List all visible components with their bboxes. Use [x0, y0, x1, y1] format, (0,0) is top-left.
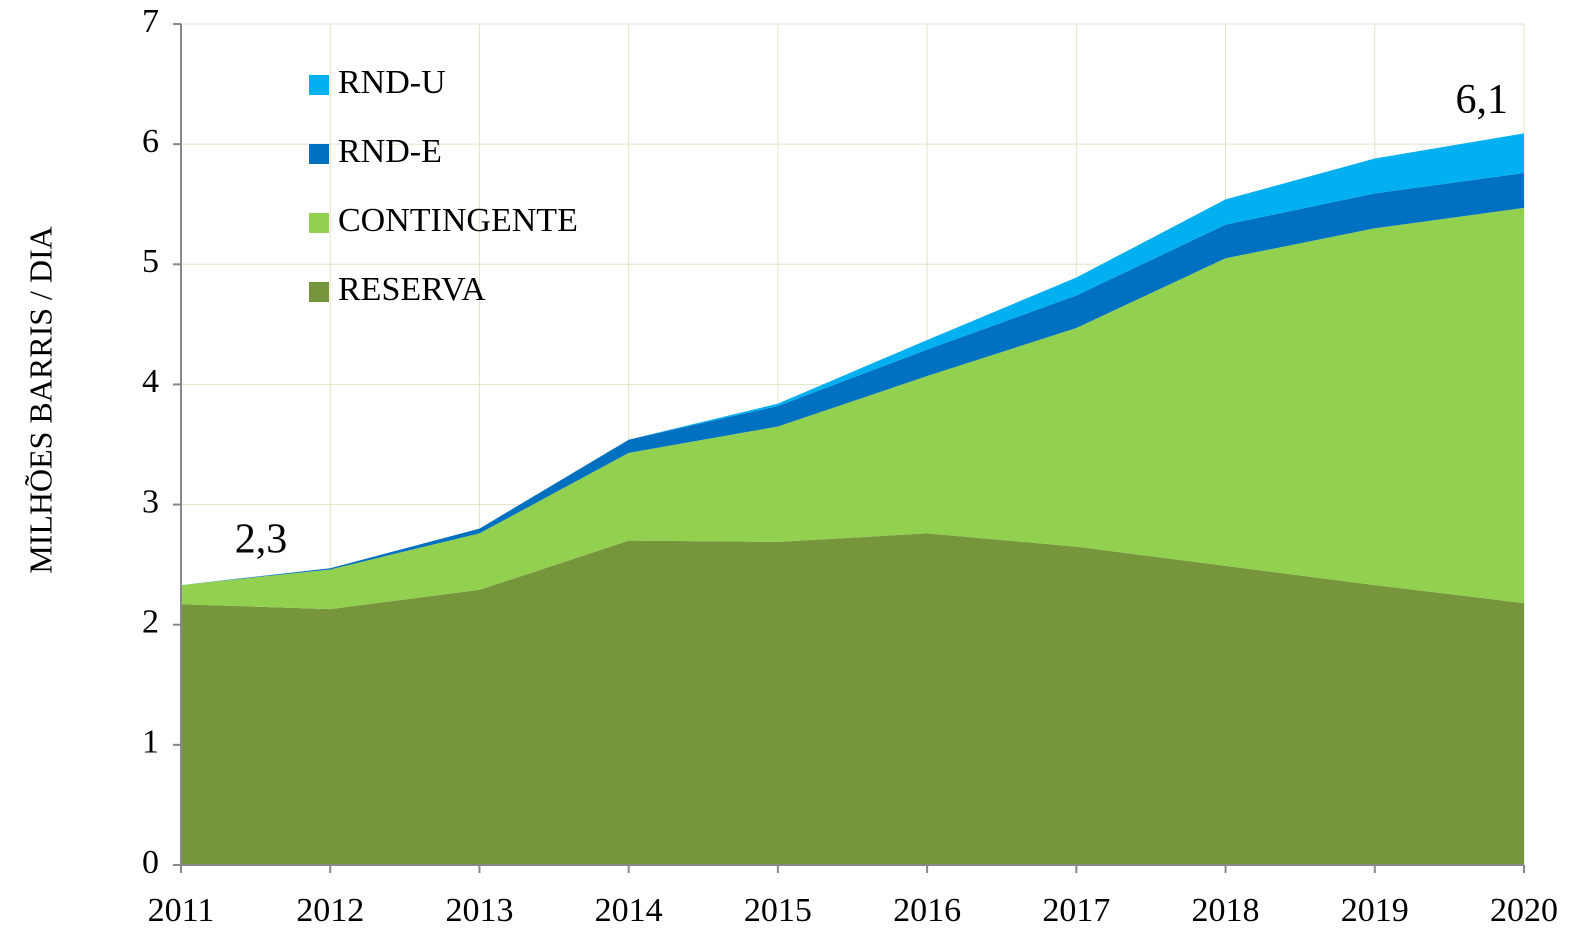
y-tick-label: 0	[142, 844, 159, 881]
annotation: 6,1	[1456, 77, 1509, 123]
x-tick-label: 2015	[744, 892, 812, 929]
annotation: 2,3	[235, 517, 288, 563]
legend-label: RND-U	[338, 64, 446, 101]
x-tick-label: 2016	[893, 892, 961, 929]
area	[181, 207, 1524, 610]
area	[181, 533, 1524, 865]
x-tick-label: 2012	[296, 892, 364, 929]
legend-label: CONTINGENTE	[338, 202, 578, 239]
x-tick-label: 2018	[1192, 892, 1260, 929]
legend-swatch	[309, 213, 329, 233]
y-tick-label: 4	[142, 363, 159, 400]
y-tick-label: 7	[142, 3, 159, 40]
area	[181, 133, 1524, 586]
x-tick-label: 2019	[1341, 892, 1409, 929]
x-tick-label: 2020	[1490, 892, 1558, 929]
legend-label: RND-E	[338, 133, 442, 170]
area	[181, 172, 1524, 586]
x-tick-label: 2011	[148, 892, 215, 929]
y-tick-label: 5	[142, 243, 159, 280]
legend-label: RESERVA	[338, 271, 486, 308]
x-tick-label: 2014	[595, 892, 663, 929]
x-tick-label: 2017	[1042, 892, 1110, 929]
y-tick-label: 2	[142, 604, 159, 641]
y-tick-label: 6	[142, 123, 159, 160]
y-axis-label: MILHÕES BARRIS / DIA	[22, 226, 58, 574]
y-tick-label: 3	[142, 483, 159, 520]
legend-swatch	[309, 75, 329, 95]
x-tick-label: 2013	[445, 892, 513, 929]
y-tick-label: 1	[142, 724, 159, 761]
legend-swatch	[309, 282, 329, 302]
legend-swatch	[309, 144, 329, 164]
